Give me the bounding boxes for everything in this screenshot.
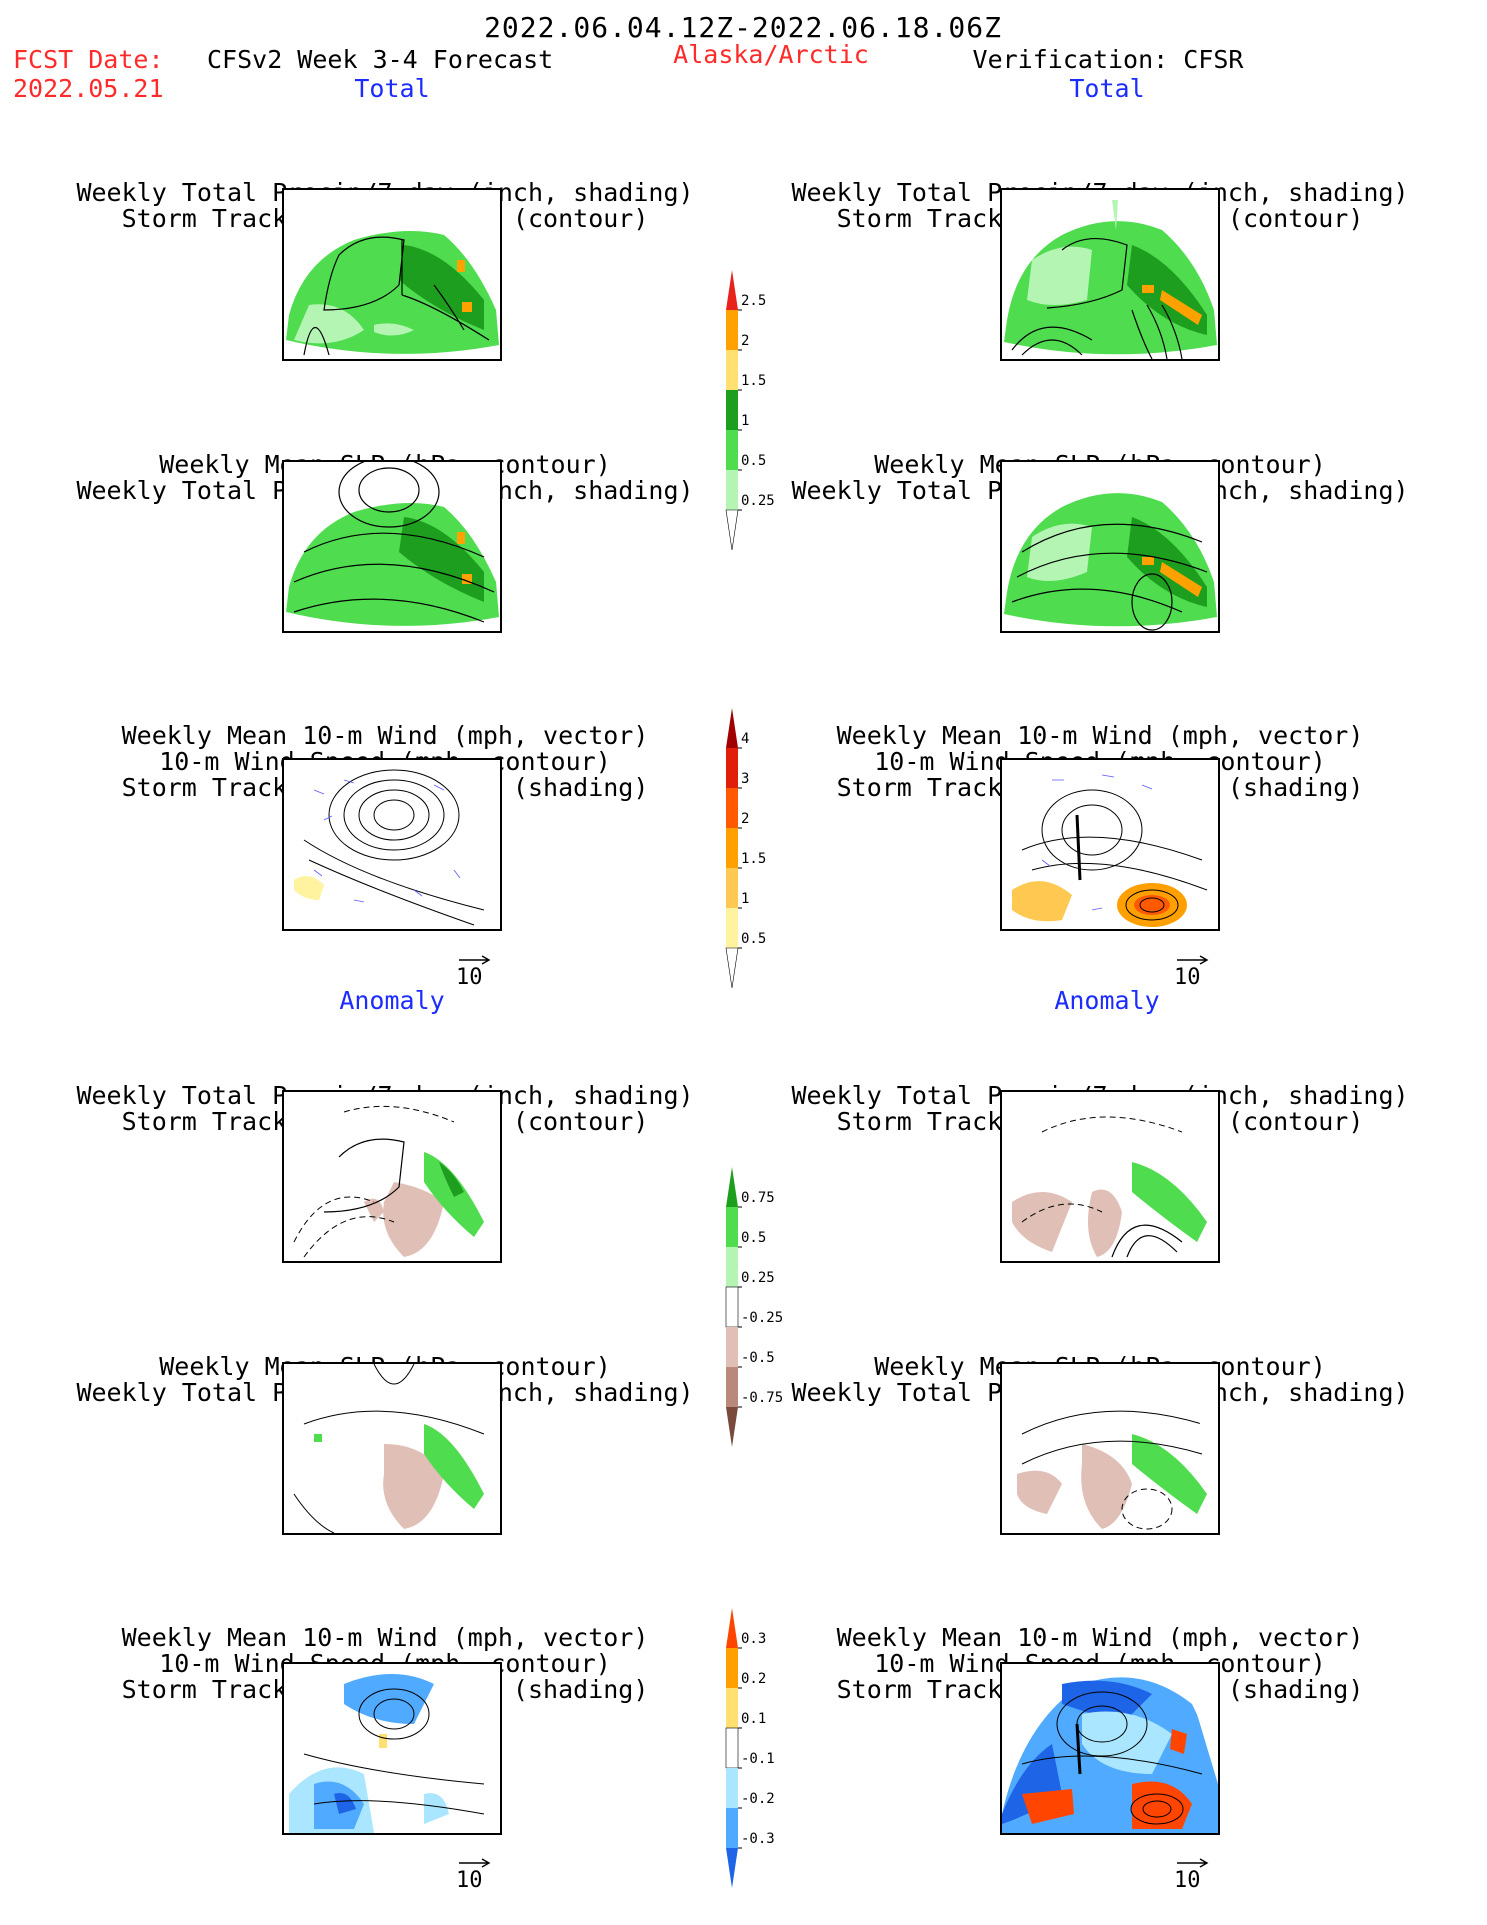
verification-label: Verification: CFSR	[972, 45, 1244, 74]
vector-reference-l1: 10	[456, 955, 492, 990]
fcst-date-label: FCST Date:	[13, 45, 164, 74]
colorbar-bin	[726, 430, 738, 470]
colorbar-bin	[725, 509, 739, 551]
colorbar-bin	[725, 947, 739, 989]
map-panel-fcst-total-wind	[282, 758, 502, 931]
colorbar-label: 3	[741, 771, 749, 787]
colorbar-bin	[726, 310, 738, 350]
colorbar-bin	[725, 1727, 739, 1769]
colorbar-label: -0.1	[741, 1751, 775, 1767]
colorbar-label: 4	[741, 731, 749, 747]
colorbar-bin	[726, 1247, 738, 1287]
colorbar-label: 2	[741, 811, 749, 827]
colorbar-bin	[726, 1327, 738, 1367]
colorbar-storm-total: 4 3 2 1.5 1 0.5	[720, 708, 790, 998]
map-panel-verif-anom-wind	[1000, 1662, 1220, 1835]
colorbar-label: 2	[741, 333, 749, 349]
colorbar-bin	[726, 868, 738, 908]
colorbar-bin	[726, 270, 738, 310]
map-panel-fcst-anom-precip-storm	[282, 1090, 502, 1263]
colorbar-label: 0.5	[741, 931, 766, 947]
section-anomaly-right: Anomaly	[1054, 986, 1160, 1015]
vector-reference-r2: 10	[1174, 1858, 1210, 1893]
section-total-left: Total	[354, 74, 430, 103]
colorbar-label: -0.3	[741, 1831, 775, 1847]
date-range: 2022.06.04.12Z-2022.06.18.06Z	[484, 11, 1002, 44]
map-panel-verif-anom-slp-precip	[1000, 1362, 1220, 1535]
colorbar-label: 2.5	[741, 293, 766, 309]
map-panel-verif-anom-precip-storm	[1000, 1090, 1220, 1263]
colorbar-label: 0.3	[741, 1631, 766, 1647]
colorbar-label: -0.75	[741, 1390, 783, 1406]
fcst-date-value: 2022.05.21	[13, 74, 164, 103]
colorbar-label: 0.1	[741, 1711, 766, 1727]
colorbar-bin	[726, 1648, 738, 1688]
colorbar-precip-anomaly: 0.75 0.5 0.25 -0.25 -0.5 -0.75	[720, 1167, 790, 1457]
map-panel-verif-total-precip-storm	[1000, 188, 1220, 361]
map-panel-verif-total-slp-precip	[1000, 460, 1220, 633]
colorbar-label: 0.5	[741, 1230, 766, 1246]
map-panel-fcst-anom-slp-precip	[282, 1362, 502, 1535]
colorbar-bin	[726, 350, 738, 390]
colorbar-label: 1.5	[741, 373, 766, 389]
region-label: Alaska/Arctic	[673, 40, 869, 69]
colorbar-label: -0.2	[741, 1791, 775, 1807]
colorbar-precip-total: 2.5 2 1.5 1 0.5 0.25	[720, 270, 790, 560]
colorbar-bin	[726, 1608, 738, 1648]
colorbar-bin	[726, 1768, 738, 1808]
vector-reference-label: 10	[456, 1868, 483, 1893]
colorbar-storm-anomaly: 0.3 0.2 0.1 -0.1 -0.2 -0.3	[720, 1608, 790, 1898]
colorbar-label: 0.2	[741, 1671, 766, 1687]
vector-reference-l2: 10	[456, 1858, 492, 1893]
colorbar-label: 0.5	[741, 453, 766, 469]
forecast-title: CFSv2 Week 3-4 Forecast	[207, 45, 554, 74]
colorbar-bin	[726, 470, 738, 510]
colorbar-bin	[726, 708, 738, 748]
colorbar-label: -0.5	[741, 1350, 775, 1366]
section-total-right: Total	[1069, 74, 1145, 103]
colorbar-bin	[726, 1407, 738, 1447]
section-anomaly-left: Anomaly	[339, 986, 445, 1015]
colorbar-bin	[726, 390, 738, 430]
colorbar-label: 0.75	[741, 1190, 775, 1206]
vector-reference-label: 10	[1174, 1868, 1201, 1893]
colorbar-bin	[726, 1688, 738, 1728]
colorbar-bin	[726, 908, 738, 948]
vector-reference-r1: 10	[1174, 955, 1210, 990]
vector-reference-label: 10	[1174, 965, 1201, 990]
colorbar-bin	[726, 1167, 738, 1207]
colorbar-bin	[726, 1207, 738, 1247]
colorbar-label: 0.25	[741, 493, 775, 509]
colorbar-label: 1	[741, 891, 749, 907]
map-panel-verif-total-wind	[1000, 758, 1220, 931]
colorbar-bin	[726, 1848, 738, 1888]
colorbar-label: 1.5	[741, 851, 766, 867]
map-panel-fcst-total-slp-precip	[282, 460, 502, 633]
colorbar-bin	[725, 1286, 739, 1328]
colorbar-bin	[726, 748, 738, 788]
colorbar-bin	[726, 788, 738, 828]
map-panel-fcst-anom-wind	[282, 1662, 502, 1835]
colorbar-bin	[726, 828, 738, 868]
colorbar-bin	[726, 1808, 738, 1848]
map-panel-fcst-total-precip-storm	[282, 188, 502, 361]
vector-reference-label: 10	[456, 965, 483, 990]
colorbar-label: 1	[741, 413, 749, 429]
colorbar-label: -0.25	[741, 1310, 783, 1326]
colorbar-label: 0.25	[741, 1270, 775, 1286]
colorbar-bin	[726, 1367, 738, 1407]
